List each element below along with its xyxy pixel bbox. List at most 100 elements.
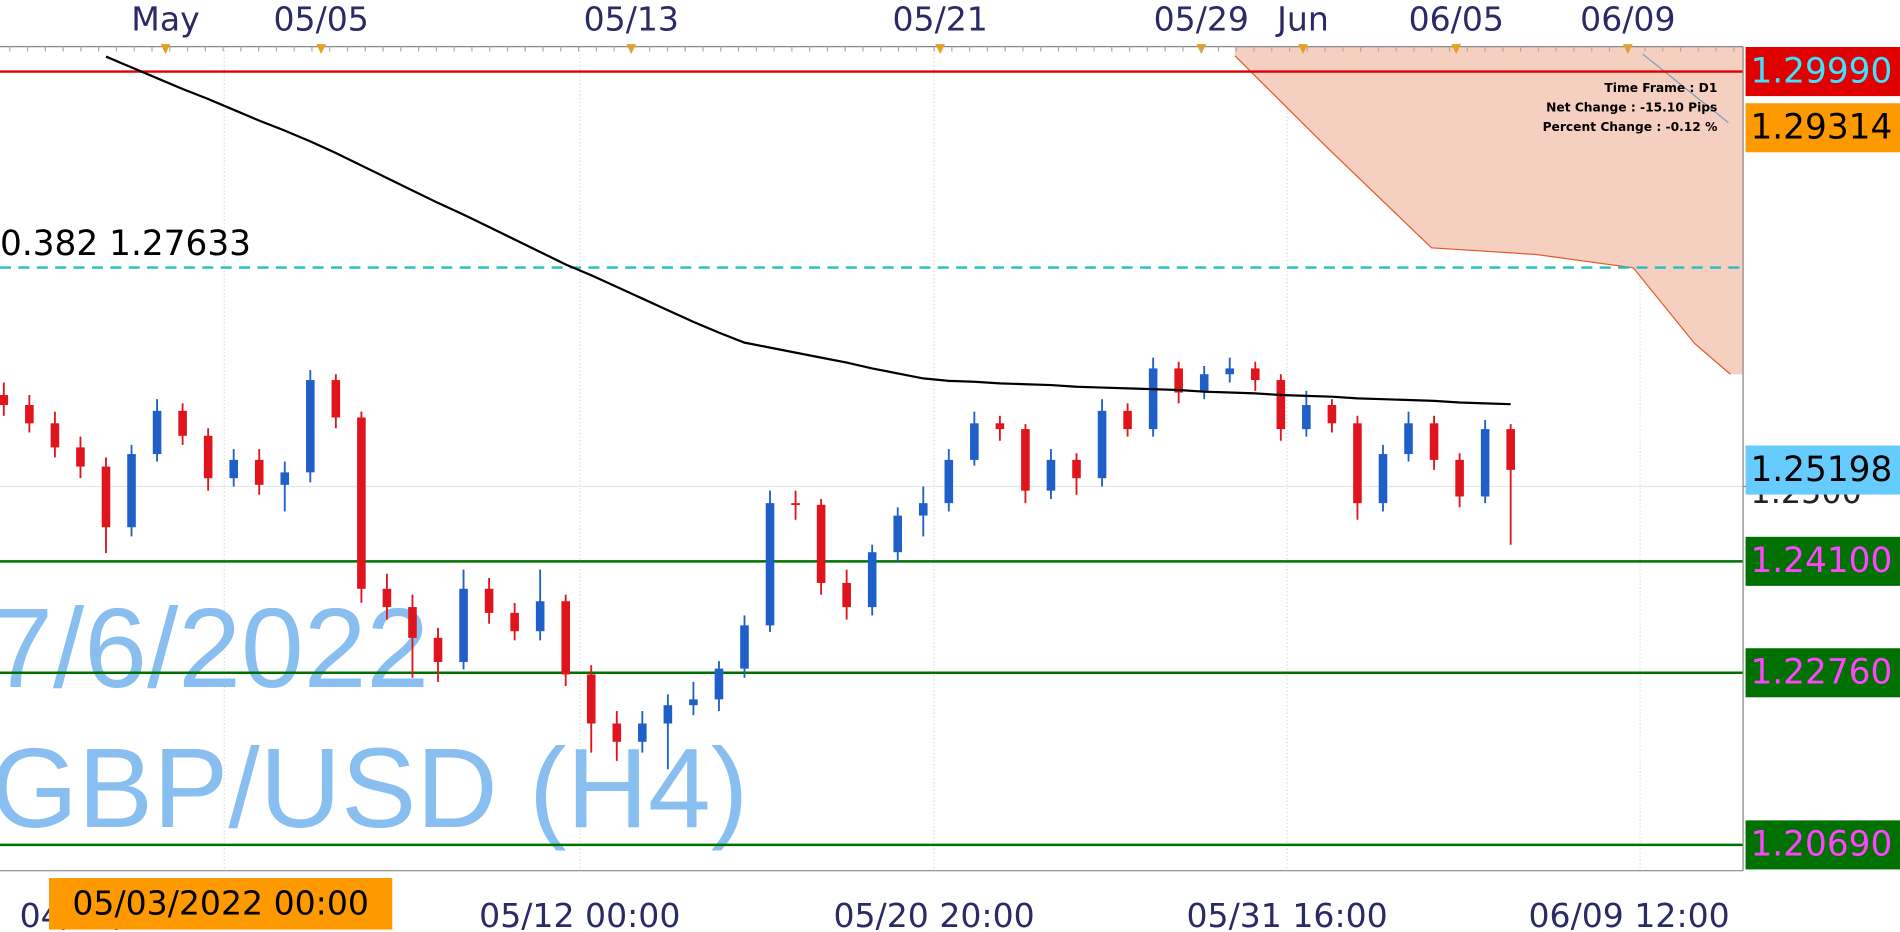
candle-body (76, 447, 85, 467)
cloud-upper-edge (1642, 53, 1729, 124)
cursor-label-box (49, 878, 393, 930)
moving-average (105, 55, 1511, 406)
top-tick-marker (626, 44, 637, 54)
top-tick-marker (316, 44, 327, 54)
top-tick-marker (1451, 44, 1462, 54)
candle-body (1174, 368, 1183, 393)
top-tick-marker (935, 44, 946, 54)
candle-body (1199, 374, 1209, 393)
top-time-label: 06/05 (1409, 0, 1504, 38)
candle-body (152, 410, 162, 455)
price-label: 1.24100 (1750, 541, 1892, 581)
watermark: 7/6/2022 (0, 585, 429, 711)
price-label: 1.20690 (1750, 825, 1892, 865)
price-label: 1.22760 (1750, 652, 1892, 692)
fib-label: 0.382 1.27633 (0, 224, 251, 264)
price-label-box (1745, 820, 1900, 870)
candle-body (586, 674, 596, 724)
candle-body (791, 503, 800, 505)
candle-body (867, 552, 877, 608)
bottom-time-label: 05/20 20:00 (833, 896, 1034, 932)
candle-body (740, 625, 749, 669)
candle-body (306, 380, 315, 473)
top-time-label: 05/05 (273, 0, 368, 38)
candle-body (1327, 405, 1337, 424)
candle-body (1353, 423, 1362, 504)
candle-body (714, 668, 724, 700)
candle-body (1378, 454, 1388, 504)
candle-body (1148, 368, 1158, 430)
plot-front: 0.382 1.27633 Time Frame : D1 Net Change :… (0, 55, 1744, 847)
bottom-time-label: 05/31 16:00 (1186, 896, 1387, 932)
top-time-label: May (131, 0, 199, 38)
top-time-label: 05/29 (1154, 0, 1249, 38)
price-label: 1.25198 (1750, 450, 1892, 490)
candle-body (0, 395, 9, 406)
plot-back: 7/6/2022 GBP/USD (H4) (0, 46, 1744, 871)
candle-body (1455, 459, 1464, 497)
candle-body (970, 423, 979, 460)
candle-body (484, 588, 494, 613)
candle-body (689, 699, 698, 706)
candle-body (893, 515, 903, 553)
candle-body (433, 637, 443, 662)
bottom-time-label: 06/09 12:00 (1528, 896, 1729, 932)
candle-body (459, 588, 468, 662)
price-label-box (1745, 445, 1900, 495)
candle-body (1429, 423, 1439, 460)
candle-body (203, 435, 213, 479)
candle-body (101, 466, 111, 528)
candle-body (535, 601, 545, 632)
info-text: Time Frame : D1 (1604, 81, 1717, 95)
candle-body (50, 423, 60, 448)
candle-body (229, 459, 238, 479)
candle-body (178, 410, 187, 436)
candle-body (842, 582, 851, 608)
top-tick-marker (1298, 44, 1308, 54)
candle-body (280, 472, 290, 485)
candle-body (1123, 410, 1132, 430)
price-label-box (1745, 648, 1900, 698)
price-label-box (1745, 103, 1900, 153)
price-label-box (1745, 536, 1900, 586)
candle-body (357, 417, 366, 589)
candle-body (1480, 429, 1490, 497)
candle-body (1072, 459, 1081, 479)
candle-body (1276, 380, 1286, 430)
top-time-label: 05/21 (893, 0, 988, 38)
candle-body (1225, 368, 1235, 375)
cursor-label: 05/03/2022 00:00 (72, 884, 369, 923)
candle-body (254, 459, 264, 485)
candle-body (382, 588, 392, 608)
top-time-label: 05/13 (584, 0, 679, 38)
candle-body (1250, 368, 1260, 381)
candle-body (944, 459, 954, 504)
candle-body (127, 454, 136, 528)
cloud-edge (1234, 55, 1731, 375)
price-label: 1.29990 (1750, 51, 1892, 91)
candle-body (561, 601, 570, 675)
cloud (1234, 46, 1744, 375)
price-label-box (1745, 47, 1900, 97)
price-label: 1.29314 (1750, 107, 1892, 147)
bottom-time-label: 05/12 00:00 (479, 896, 680, 932)
axes: 1.25001.299901.293141.251981.241001.2276… (9, 0, 1900, 932)
candle-body (1021, 429, 1030, 491)
candle-body (1404, 423, 1413, 455)
candle-body (995, 423, 1005, 430)
candle-body (1046, 459, 1056, 491)
candle-body (1097, 410, 1107, 479)
top-tick-marker (160, 44, 171, 54)
info-text: Net Change : -15.10 Pips (1546, 100, 1717, 114)
candle-body (1506, 429, 1515, 470)
watermark: GBP/USD (H4) (0, 725, 748, 851)
candle-body (331, 380, 341, 418)
candle-body (816, 504, 826, 583)
top-time-label: Jun (1275, 0, 1329, 38)
candle-body (25, 405, 34, 424)
top-time-label: 06/09 (1580, 0, 1675, 38)
candle-body (510, 612, 519, 632)
candle-body (638, 723, 647, 742)
candle-body (918, 503, 928, 516)
